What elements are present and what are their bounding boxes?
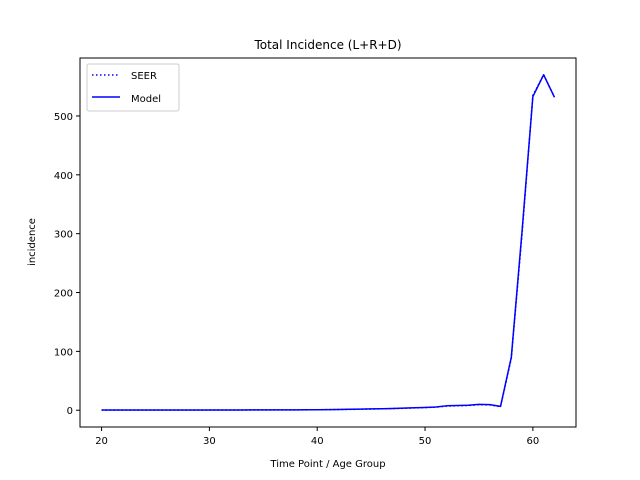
legend-label-model: Model <box>131 94 161 105</box>
plot-area <box>79 57 577 428</box>
y-tick-label: 300 <box>54 230 73 241</box>
x-tick-label: 20 <box>95 436 108 447</box>
x-tick-label: 50 <box>419 436 432 447</box>
y-axis: 0 100 200 300 400 500 <box>54 112 80 417</box>
series-line-model <box>101 74 556 411</box>
y-tick-label: 500 <box>54 112 73 123</box>
legend: SEER Model <box>86 63 180 112</box>
chart-title: Total Incidence (L+R+D) <box>253 38 401 52</box>
y-tick-label: 0 <box>67 406 73 417</box>
legend-label-seer: SEER <box>131 71 157 82</box>
x-axis: 20 30 40 50 60 <box>95 427 539 447</box>
y-tick-label: 400 <box>54 171 73 182</box>
series-lines <box>101 74 556 411</box>
y-tick-label: 200 <box>54 289 73 300</box>
legend-box <box>86 63 180 112</box>
y-tick-label: 100 <box>54 347 73 358</box>
x-axis-title: Time Point / Age Group <box>269 459 385 470</box>
series-line-seer <box>101 74 556 411</box>
x-tick-label: 30 <box>203 436 216 447</box>
x-tick-label: 40 <box>311 436 324 447</box>
x-tick-label: 60 <box>527 436 540 447</box>
y-axis-title: incidence <box>27 218 38 266</box>
